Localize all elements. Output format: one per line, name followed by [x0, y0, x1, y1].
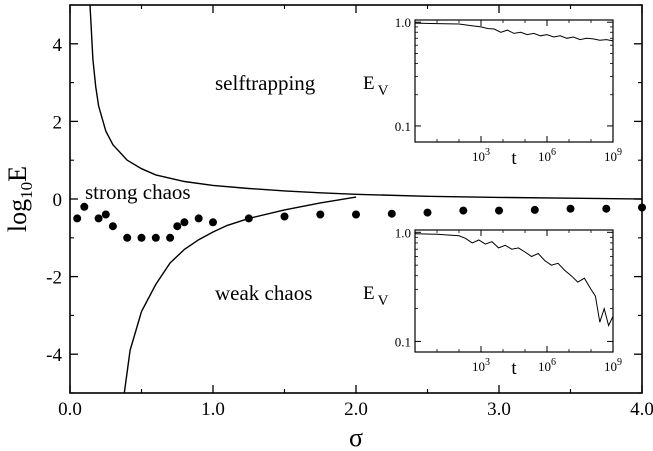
data-point	[108, 222, 117, 231]
inset-x-tick-label: 106	[538, 357, 556, 374]
data-point	[280, 212, 289, 221]
y-tick-label: 0	[53, 190, 63, 211]
data-point	[151, 233, 160, 242]
x-tick-label: 0.0	[58, 399, 82, 420]
main-points	[73, 202, 646, 242]
y-axis-title: log10E	[3, 166, 36, 232]
main-curves	[89, 4, 643, 394]
main-plot: 0.0 1.0 2.0 3.0 4.0 -4 -2 0 2 4	[46, 4, 653, 420]
y-tick-label: -4	[46, 345, 62, 366]
x-tick-label: 1.0	[201, 399, 225, 420]
data-point	[137, 233, 146, 242]
data-point	[123, 233, 132, 242]
data-point	[352, 210, 360, 219]
inset-x-tick-label: 109	[604, 357, 622, 374]
annotation-selftrapping: selftrapping	[215, 71, 316, 95]
data-point	[459, 206, 468, 215]
inset-series-line	[414, 233, 614, 327]
inset-bottom: 0.1 1.0 103 106 109 E V t	[363, 225, 622, 379]
data-point	[166, 233, 175, 242]
data-point	[495, 206, 503, 215]
inset-y-tick-label: 1.0	[395, 225, 411, 240]
data-point	[602, 204, 611, 213]
y-axis-title-sub: 10	[17, 182, 36, 199]
inset-series-line	[414, 22, 614, 42]
data-point	[530, 205, 539, 214]
data-point	[566, 204, 575, 213]
data-point	[194, 214, 203, 223]
inset-top: 0.1 1.0 103 106 109 E V t	[363, 15, 622, 169]
inset-x-label: t	[511, 358, 517, 379]
inset-x-tick-label: 103	[472, 357, 490, 374]
data-point	[387, 209, 396, 218]
inset-frame	[414, 229, 614, 353]
inset-y-tick-label: 0.1	[395, 119, 411, 134]
inset-frame	[414, 19, 614, 143]
x-axis-title: σ	[349, 423, 363, 451]
boundary-curve-2	[123, 196, 357, 394]
x-tick-label: 2.0	[344, 399, 368, 420]
y-tick-label: -2	[46, 268, 62, 289]
inset-x-tick-label: 109	[604, 147, 622, 164]
data-point	[180, 218, 189, 227]
boundary-curve-1	[89, 4, 643, 200]
data-point	[94, 214, 103, 223]
inset-y-tick-label: 1.0	[395, 15, 411, 30]
inset-x-tick-label: 103	[472, 147, 490, 164]
main-ticks: 0.0 1.0 2.0 3.0 4.0 -4 -2 0 2 4	[46, 4, 653, 420]
inset-x-label: t	[511, 148, 517, 169]
annotation-weak-chaos: weak chaos	[215, 281, 312, 305]
data-point	[638, 203, 646, 212]
inset-y-tick-label: 0.1	[395, 334, 411, 349]
annotation-strong-chaos: strong chaos	[85, 180, 191, 204]
y-axis-title-main: log	[3, 199, 32, 232]
data-point	[73, 214, 82, 223]
data-point	[316, 210, 325, 219]
data-point	[80, 202, 89, 211]
y-tick-label: 4	[53, 35, 63, 56]
x-tick-label: 3.0	[487, 399, 511, 420]
data-point	[173, 222, 182, 231]
data-point	[244, 214, 253, 223]
data-point	[423, 208, 432, 217]
inset-x-tick-label: 106	[538, 147, 556, 164]
y-tick-label: 2	[53, 112, 63, 133]
x-tick-label: 4.0	[630, 399, 653, 420]
data-point	[209, 218, 217, 227]
y-axis-title-tail: E	[3, 166, 32, 182]
data-point	[101, 210, 110, 219]
